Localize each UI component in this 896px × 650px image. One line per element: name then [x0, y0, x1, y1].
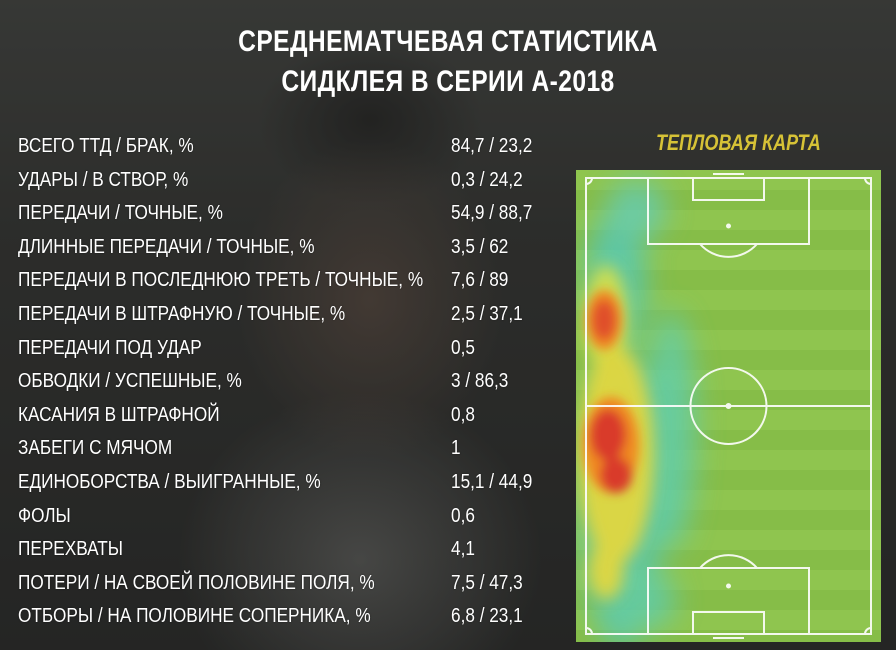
stat-row: ОТБОРЫ / НА ПОЛОВИНЕ СОПЕРНИКА, % 6,8 / 2… — [18, 602, 578, 636]
stat-label: ПЕРЕДАЧИ В ПОСЛЕДНЮЮ ТРЕТЬ / ТОЧНЫЕ, % — [18, 269, 424, 292]
heatmap-pitch — [576, 170, 881, 642]
stat-value: 84,7 / 23,2 — [451, 135, 533, 157]
title-line-1: СРЕДНЕМАТЧЕВАЯ СТАТИСТИКА — [238, 25, 658, 58]
stat-value: 7,5 / 47,3 — [451, 571, 523, 594]
stat-label: ДЛИННЫЕ ПЕРЕДАЧИ / ТОЧНЫЕ, % — [18, 235, 315, 258]
stat-row: УДАРЫ / В СТВОР, % 0,3 / 24,2 — [18, 166, 578, 200]
stat-value: 2,5 / 37,1 — [451, 302, 523, 325]
stat-value: 0,3 / 24,2 — [451, 168, 523, 191]
stat-row: ПЕРЕДАЧИ В ШТРАФНУЮ / ТОЧНЫЕ, % 2,5 / 37,… — [18, 300, 578, 334]
stat-row: ПЕРЕДАЧИ / ТОЧНЫЕ, % 54,9 / 88,7 — [18, 199, 578, 233]
stat-value: 3 / 86,3 — [451, 370, 509, 393]
pitch-lines — [585, 173, 872, 639]
stat-value: 0,5 — [451, 336, 475, 359]
stat-row: КАСАНИЯ В ШТРАФНОЙ 0,8 — [18, 401, 578, 435]
stat-label: ПЕРЕХВАТЫ — [18, 538, 124, 561]
stat-value: 0,6 — [451, 504, 475, 527]
stat-value: 0,8 — [451, 403, 475, 426]
stat-label: ПЕРЕДАЧИ ПОД УДАР — [18, 336, 202, 359]
stat-row: ОБВОДКИ / УСПЕШНЫЕ, % 3 / 86,3 — [18, 367, 578, 401]
stat-label: ОБВОДКИ / УСПЕШНЫЕ, % — [18, 370, 242, 393]
heatmap-title: ТЕПЛОВАЯ КАРТА — [656, 130, 821, 155]
stat-row: ФОЛЫ 0,6 — [18, 502, 578, 536]
title-line-2: СИДКЛЕЯ В СЕРИИ А-2018 — [281, 65, 615, 98]
stat-label: ЗАБЕГИ С МЯЧОМ — [18, 437, 173, 460]
stat-label: ЕДИНОБОРСТВА / ВЫИГРАННЫЕ, % — [18, 470, 321, 493]
stat-label: ПЕРЕДАЧИ / ТОЧНЫЕ, % — [18, 202, 223, 225]
stat-row: ЕДИНОБОРСТВА / ВЫИГРАННЫЕ, % 15,1 / 44,9 — [18, 468, 578, 502]
stat-label: ФОЛЫ — [18, 504, 71, 527]
stat-value: 54,9 / 88,7 — [451, 202, 533, 225]
stat-row: ПОТЕРИ / НА СВОЕЙ ПОЛОВИНЕ ПОЛЯ, % 7,5 / … — [18, 569, 578, 603]
stat-row: ПЕРЕДАЧИ В ПОСЛЕДНЮЮ ТРЕТЬ / ТОЧНЫЕ, % 7,… — [18, 266, 578, 300]
stat-label: ПОТЕРИ / НА СВОЕЙ ПОЛОВИНЕ ПОЛЯ, % — [18, 571, 375, 594]
stats-table: ВСЕГО ТТД / БРАК, % 84,7 / 23,2 УДАРЫ / В… — [18, 132, 578, 636]
stat-row: ПЕРЕДАЧИ ПОД УДАР 0,5 — [18, 334, 578, 368]
stat-label: УДАРЫ / В СТВОР, % — [18, 168, 189, 191]
stat-value: 6,8 / 23,1 — [451, 605, 523, 628]
stat-value: 4,1 — [451, 538, 475, 561]
stat-label: ВСЕГО ТТД / БРАК, % — [18, 135, 194, 157]
heat-hot-layer — [583, 290, 639, 493]
stat-value: 15,1 / 44,9 — [451, 470, 533, 493]
stat-row: ВСЕГО ТТД / БРАК, % 84,7 / 23,2 — [18, 132, 578, 166]
stat-row: ДЛИННЫЕ ПЕРЕДАЧИ / ТОЧНЫЕ, % 3,5 / 62 — [18, 233, 578, 267]
stat-label: ОТБОРЫ / НА ПОЛОВИНЕ СОПЕРНИКА, % — [18, 605, 371, 628]
stat-label: ПЕРЕДАЧИ В ШТРАФНУЮ / ТОЧНЫЕ, % — [18, 302, 346, 325]
stat-value: 1 — [451, 437, 461, 460]
stat-label: КАСАНИЯ В ШТРАФНОЙ — [18, 403, 220, 426]
stat-row: ЗАБЕГИ С МЯЧОМ 1 — [18, 434, 578, 468]
stat-row: ПЕРЕХВАТЫ 4,1 — [18, 535, 578, 569]
page-title: СРЕДНЕМАТЧЕВАЯ СТАТИСТИКА СИДКЛЕЯ В СЕРИ… — [81, 22, 816, 102]
stat-value: 7,6 / 89 — [451, 269, 509, 292]
stat-value: 3,5 / 62 — [451, 235, 509, 258]
